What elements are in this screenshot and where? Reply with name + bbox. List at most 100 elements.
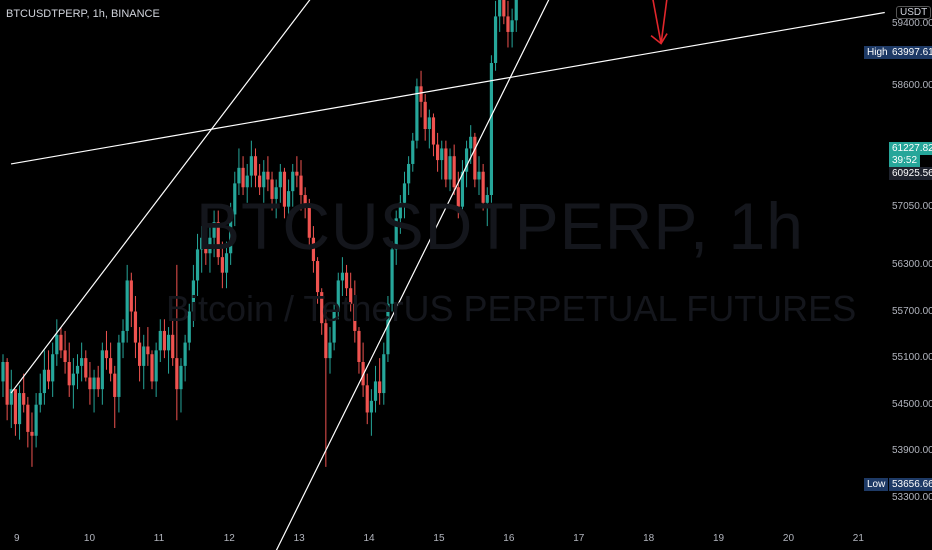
candle-body: [282, 171, 287, 207]
candle-body: [270, 179, 274, 199]
candle-body: [382, 354, 386, 394]
projection-arrowhead-down: [650, 33, 668, 45]
time-tick-label: 19: [713, 533, 725, 544]
candle-body: [30, 431, 34, 436]
candle-body: [398, 202, 402, 219]
candle-body: [42, 369, 46, 394]
candle-body: [390, 249, 394, 304]
candle-body: [224, 253, 229, 273]
low-label-badge: Low: [864, 478, 889, 491]
candle-body: [17, 393, 22, 425]
candle-body: [510, 20, 514, 32]
candle-body: [353, 303, 357, 331]
candle-body: [369, 400, 373, 413]
candle-body: [332, 311, 336, 343]
candle-body: [104, 350, 109, 359]
candle-body: [59, 334, 63, 351]
candle-body: [365, 385, 369, 413]
candle-body: [436, 144, 440, 161]
candle-body: [229, 214, 233, 254]
candle-body: [183, 342, 187, 366]
currency-button[interactable]: USDT: [896, 6, 932, 19]
candle-body: [80, 358, 84, 366]
candle-body: [142, 346, 146, 366]
candle-body: [179, 365, 183, 390]
price-tick-label: 57050.00: [892, 200, 932, 212]
candle-body: [274, 187, 278, 199]
candle-body: [278, 171, 282, 188]
price-tick-label: 55100.00: [892, 352, 932, 364]
candle-body: [121, 330, 125, 343]
trendline-lower-channel: [275, 0, 550, 550]
time-tick-label: 20: [782, 533, 795, 544]
candle-body: [113, 373, 117, 397]
high-label-badge: High: [864, 46, 891, 59]
time-tick-label: 15: [433, 533, 445, 544]
candle-body: [328, 342, 332, 359]
candle-body: [92, 377, 96, 390]
time-tick-label: 11: [153, 533, 165, 544]
candle-body: [175, 358, 179, 390]
candle-body: [249, 156, 253, 176]
candle-body: [415, 86, 419, 141]
candle-body: [191, 280, 195, 312]
candle-body: [373, 381, 378, 401]
candle-body: [154, 350, 158, 382]
low-value-badge: 53656.66: [889, 478, 932, 491]
time-tick-label: 18: [643, 533, 655, 544]
candle-body: [456, 187, 460, 207]
candle-body: [67, 361, 71, 386]
candle-body: [469, 136, 473, 149]
candle-body: [216, 222, 220, 258]
candle-body: [423, 101, 427, 130]
time-tick-label: 13: [293, 533, 305, 544]
price-tick-label: 53300.00: [892, 491, 932, 503]
candle-body: [336, 280, 340, 312]
candle-body: [171, 334, 175, 359]
candle-body: [208, 237, 212, 254]
candle-body: [55, 334, 59, 355]
candle-body: [237, 167, 241, 184]
candle-body: [158, 330, 162, 351]
candle-body: [303, 195, 307, 207]
candle-body: [150, 354, 154, 382]
candle-body: [452, 156, 456, 188]
candle-body: [125, 280, 129, 331]
high-value-badge: 63997.61: [889, 46, 932, 59]
time-tick-label: 16: [503, 533, 515, 544]
candle-body: [258, 175, 262, 188]
candle-body: [493, 16, 498, 64]
candle-body: [133, 311, 138, 343]
time-tick-label: 9: [14, 533, 20, 544]
candle-body: [51, 354, 55, 382]
price-tick-label: 54500.00: [892, 398, 932, 410]
candle-body: [195, 249, 200, 281]
candle-body: [440, 148, 444, 161]
candle-body: [448, 156, 452, 180]
candle-body: [187, 311, 191, 343]
watermark-description: Bitcoin / TetherUS PERPETUAL FUTURES: [166, 288, 857, 329]
symbol-title[interactable]: BTCUSDTPERP, 1h, BINANCE: [6, 8, 160, 20]
candle-body: [427, 117, 431, 130]
candle-body: [117, 342, 121, 397]
candle-body: [220, 257, 224, 273]
candle-body: [162, 330, 167, 351]
candle-body: [320, 292, 324, 324]
candle-body: [378, 381, 382, 394]
candle-body: [386, 303, 390, 355]
candle-body: [286, 191, 291, 207]
candle-body: [200, 237, 204, 250]
candle-body: [137, 342, 142, 366]
candle-body: [22, 393, 26, 405]
candle-body: [431, 117, 436, 145]
candle-body: [311, 237, 316, 262]
time-tick-label: 10: [83, 533, 96, 544]
candle-body: [361, 361, 365, 386]
trendline-support: [10, 11, 885, 165]
candle-body: [514, 0, 518, 21]
candle-body: [407, 163, 411, 184]
time-tick-label: 21: [852, 533, 864, 544]
candle-body: [13, 389, 18, 425]
candle-body: [402, 183, 407, 203]
